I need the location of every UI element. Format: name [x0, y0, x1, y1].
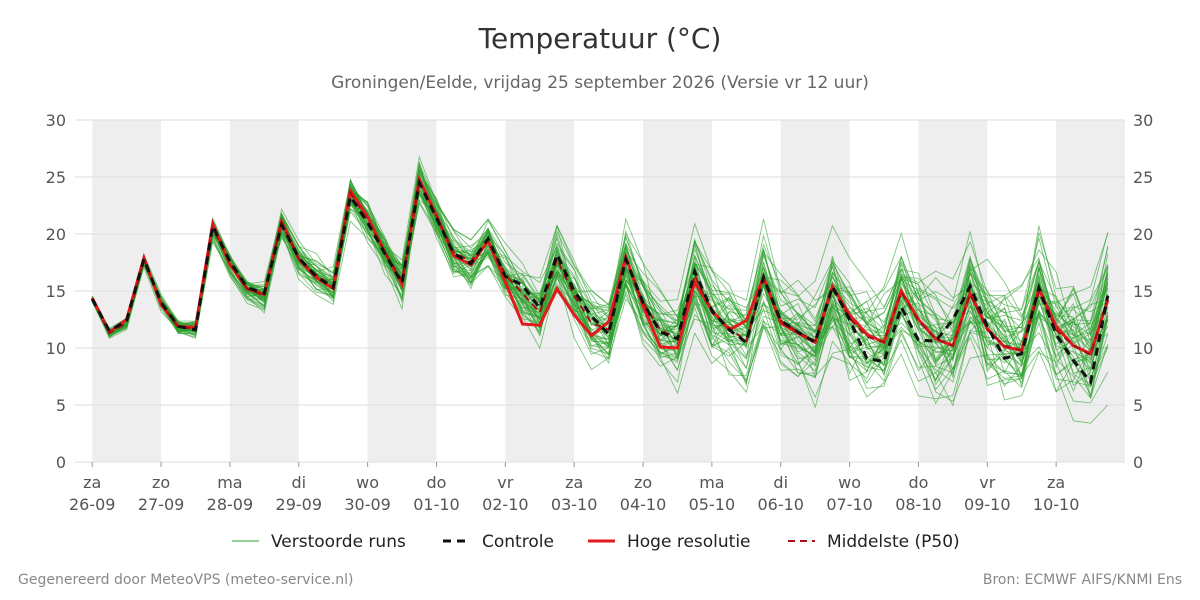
y-tick-label-left: 5 — [56, 396, 66, 415]
x-tick-day: ma — [217, 473, 242, 492]
x-tick-date: 06-10 — [757, 495, 804, 514]
x-tick-day: zo — [152, 473, 170, 492]
x-tick-date: 27-09 — [138, 495, 185, 514]
ensemble-run-line — [91, 169, 1109, 389]
median-line — [91, 178, 1109, 357]
x-tick-day: do — [426, 473, 446, 492]
x-tick-date: 01-10 — [413, 495, 460, 514]
x-tick-date: 02-10 — [482, 495, 529, 514]
legend-hires-label: Hoge resolutie — [627, 532, 751, 552]
x-tick-date: 26-09 — [69, 495, 116, 514]
x-tick-day: di — [291, 473, 306, 492]
ensemble-run-line — [91, 183, 1109, 386]
legend: Verstoorde runs Controle Hoge resolutie Mid… — [232, 532, 960, 552]
y-tick-label-left: 10 — [46, 339, 66, 358]
y-tick-label-left: 25 — [46, 168, 66, 187]
x-tick-labels: za 26-09 zo 27-09 ma 28-09 di 29-09 wo 30-09 do 01-… — [69, 462, 1079, 514]
y-tick-label-right: 0 — [1133, 453, 1143, 472]
x-tick-day: vr — [497, 473, 513, 492]
x-tick-date: 28-09 — [207, 495, 254, 514]
y-tick-label-left: 0 — [56, 453, 66, 472]
y-tick-label-right: 20 — [1133, 225, 1153, 244]
x-tick-day: za — [565, 473, 583, 492]
x-tick-date: 09-10 — [964, 495, 1011, 514]
y-tick-label-left: 15 — [46, 282, 66, 301]
ensemble-run-line — [91, 185, 1109, 387]
legend-control-label: Controle — [482, 532, 554, 552]
footer-credit: Gegenereerd door MeteoVPS (meteo-service… — [18, 572, 354, 588]
ensemble-run-line — [91, 155, 1109, 399]
x-tick-date: 30-09 — [344, 495, 391, 514]
x-tick-date: 29-09 — [276, 495, 323, 514]
x-tick-day: di — [773, 473, 788, 492]
x-tick-day: ma — [699, 473, 724, 492]
control-line — [90, 177, 1110, 386]
main-lines — [90, 174, 1110, 386]
x-tick-day: wo — [838, 473, 861, 492]
x-tick-date: 03-10 — [551, 495, 598, 514]
x-tick-date: 08-10 — [895, 495, 942, 514]
x-tick-day: vr — [979, 473, 995, 492]
x-tick-day: za — [1047, 473, 1065, 492]
x-tick-date: 07-10 — [826, 495, 873, 514]
y-tick-label-right: 5 — [1133, 396, 1143, 415]
ensemble-run-line — [91, 179, 1109, 393]
y-tick-label-left: 30 — [46, 111, 66, 130]
chart-title: Temperatuur (°C) — [478, 22, 722, 55]
y-tick-label-right: 25 — [1133, 168, 1153, 187]
x-tick-date: 04-10 — [620, 495, 667, 514]
y-tick-label-left: 20 — [46, 225, 66, 244]
x-tick-date: 10-10 — [1033, 495, 1080, 514]
y-tick-label-right: 15 — [1133, 282, 1153, 301]
x-tick-day: zo — [634, 473, 652, 492]
x-tick-day: za — [83, 473, 101, 492]
y-tick-label-right: 10 — [1133, 339, 1153, 358]
legend-ensemble-label: Verstoorde runs — [271, 532, 406, 552]
x-tick-day: do — [908, 473, 928, 492]
ensemble-run-line — [91, 199, 1109, 424]
grid-lines: 0 0 5 5 10 10 15 15 20 20 25 25 30 30 — [46, 111, 1154, 472]
x-tick-date: 05-10 — [689, 495, 736, 514]
x-tick-day: wo — [356, 473, 379, 492]
legend-median-label: Middelste (P50) — [827, 532, 960, 552]
y-tick-label-right: 30 — [1133, 111, 1153, 130]
footer-source: Bron: ECMWF AIFS/KNMI Ens — [982, 572, 1182, 588]
ensemble-run-line — [91, 176, 1109, 366]
chart-subtitle: Groningen/Eelde, vrijdag 25 september 20… — [331, 73, 869, 93]
